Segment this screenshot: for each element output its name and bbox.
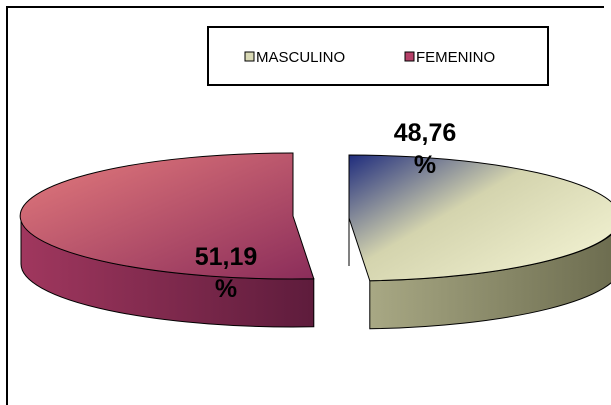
legend: MASCULINO FEMENINO bbox=[207, 26, 549, 86]
legend-label-femenino: FEMENINO bbox=[416, 49, 495, 66]
legend-swatch-femenino bbox=[404, 51, 415, 62]
pie-slice-masculino bbox=[348, 154, 611, 330]
data-label-femenino: 51,19% bbox=[195, 243, 258, 303]
pie-slice-masculino-top bbox=[348, 154, 611, 282]
pie-slice-femenino-top bbox=[19, 152, 315, 280]
legend-label-masculino: MASCULINO bbox=[256, 49, 345, 66]
data-label-masculino: 48,76% bbox=[394, 119, 457, 179]
plot-area-border bbox=[6, 6, 604, 405]
legend-box bbox=[207, 26, 549, 86]
legend-swatch-masculino bbox=[244, 51, 255, 62]
pie-slice-femenino bbox=[19, 152, 315, 328]
